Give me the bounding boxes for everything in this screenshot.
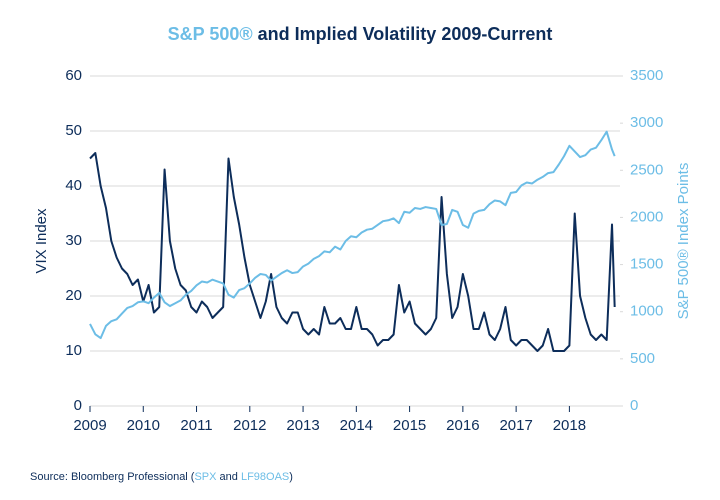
- source-part: ): [289, 471, 293, 483]
- y-axis-label: VIX Index: [33, 208, 50, 274]
- y2-tick-label: 2500: [630, 161, 663, 178]
- x-tick-label: 2013: [286, 417, 319, 434]
- y2-tick-label: 1500: [630, 256, 663, 273]
- source-link[interactable]: LF98OAS: [241, 471, 289, 483]
- x-tick-label: 2011: [180, 417, 212, 434]
- title-part: and Implied Volatility 2009-Current: [253, 24, 553, 44]
- x-tick-label: 2016: [446, 417, 479, 434]
- chart-title: S&P 500® and Implied Volatility 2009-Cur…: [168, 24, 553, 44]
- y-tick-label: 60: [65, 67, 82, 84]
- x-tick-label: 2009: [73, 417, 106, 434]
- y-tick-label: 50: [65, 122, 82, 139]
- source-part: Source: Bloomberg Professional (: [30, 471, 195, 483]
- x-tick-label: 2018: [553, 417, 586, 434]
- source-part: and: [216, 471, 240, 483]
- x-tick-label: 2012: [233, 417, 266, 434]
- series-line: [89, 130, 616, 340]
- y-tick-label: 10: [65, 342, 82, 359]
- y2-tick-label: 500: [630, 350, 655, 367]
- source-note: Source: Bloomberg Professional (SPX and …: [30, 471, 293, 483]
- y2-tick-label: 0: [630, 397, 638, 414]
- y2-tick-label: 1000: [630, 303, 663, 320]
- y-tick-label: 30: [65, 232, 82, 249]
- y2-tick-label: 3500: [630, 67, 663, 84]
- y2-axis-label: S&P 500® Index Points: [675, 163, 692, 320]
- x-tick-label: 2014: [340, 417, 373, 434]
- x-tick-label: 2017: [499, 417, 532, 434]
- source-link[interactable]: SPX: [194, 471, 217, 483]
- x-tick-label: 2015: [393, 417, 426, 434]
- y-tick-label: 40: [65, 177, 82, 194]
- series-line: [89, 152, 616, 352]
- y2-tick-label: 2000: [630, 208, 663, 225]
- title-part: S&P 500®: [168, 24, 253, 44]
- x-tick-label: 2010: [127, 417, 160, 434]
- y-tick-label: 20: [65, 287, 82, 304]
- y2-tick-label: 3000: [630, 114, 663, 131]
- y-tick-label: 0: [74, 397, 82, 414]
